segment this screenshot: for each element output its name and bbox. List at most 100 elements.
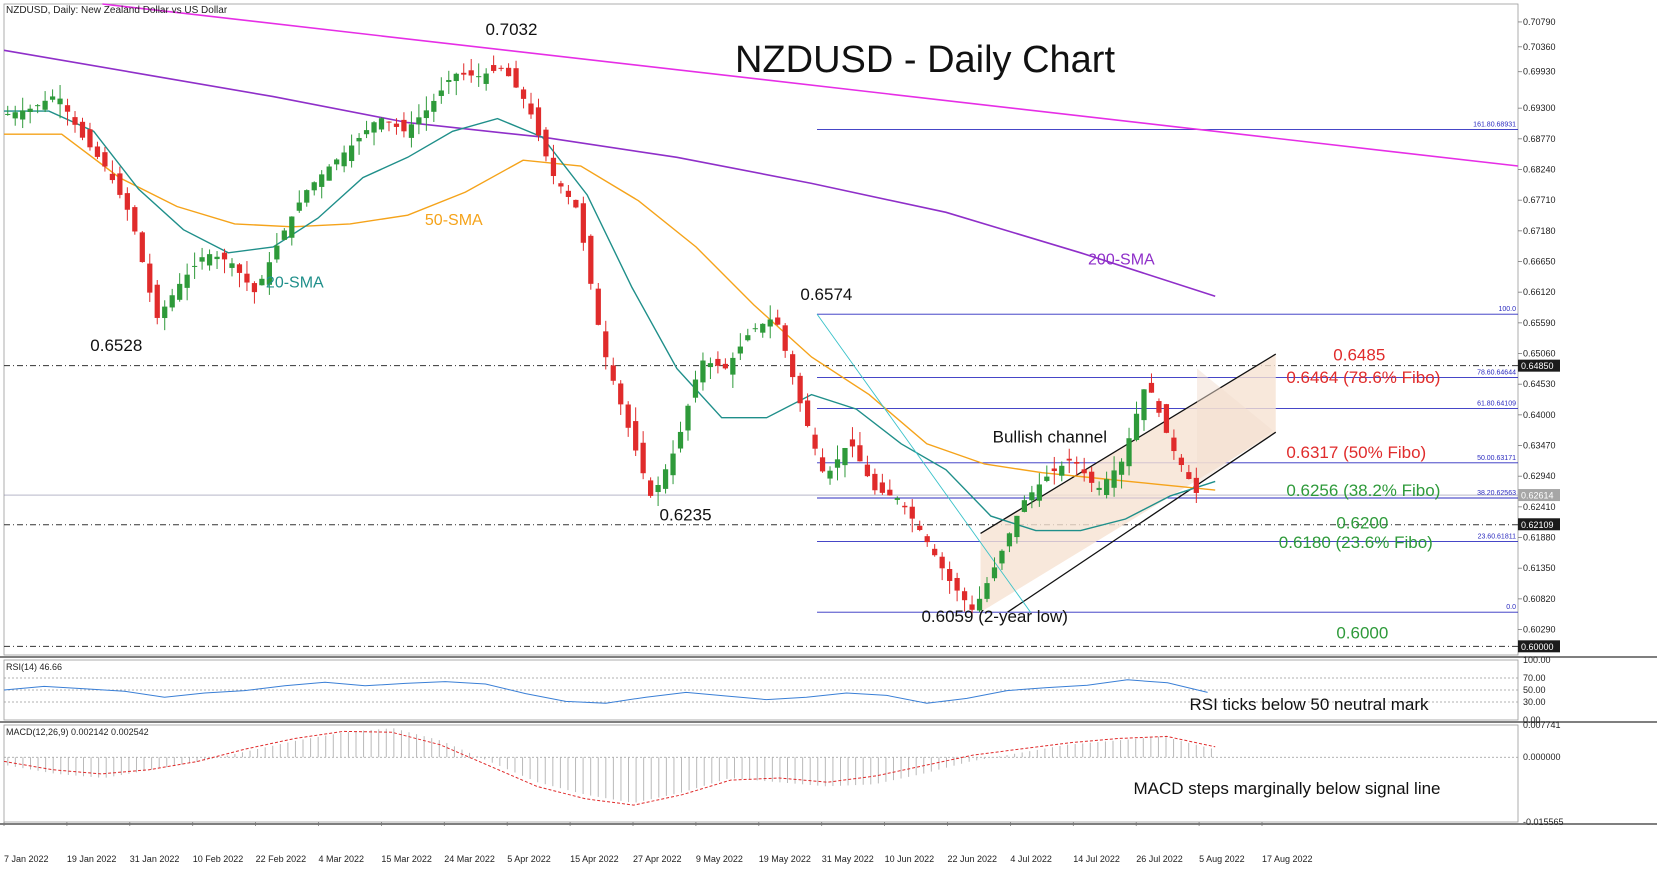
macd-tick-label: 0.000000 <box>1523 752 1561 762</box>
candle <box>685 403 691 441</box>
candle-body <box>603 331 609 358</box>
candle <box>969 595 975 617</box>
candle <box>947 561 953 594</box>
candle-body <box>386 121 392 123</box>
candle <box>147 253 153 302</box>
candle-body <box>147 263 153 293</box>
candle-body <box>326 166 332 181</box>
date-tick-label: 5 Apr 2022 <box>507 854 551 864</box>
candle <box>1171 429 1177 460</box>
candle-body <box>752 328 758 330</box>
macd-panel-frame <box>3 724 1519 823</box>
candle <box>259 274 265 286</box>
date-tick-label: 9 May 2022 <box>696 854 743 864</box>
fibo-level-label: 61.80.64109 <box>1477 401 1516 408</box>
candle-body <box>236 264 243 273</box>
candle <box>363 120 370 139</box>
candle-body <box>259 278 265 286</box>
candle <box>775 309 781 326</box>
candle <box>42 91 48 113</box>
date-tick-label: 24 Mar 2022 <box>444 854 495 864</box>
candle-body <box>879 482 885 493</box>
price-tick-label: 0.68240 <box>1523 164 1556 174</box>
candle-body <box>378 118 385 130</box>
candle <box>386 121 392 132</box>
candle <box>1186 464 1192 480</box>
candle-body <box>573 199 579 208</box>
candle <box>790 350 796 385</box>
candle-body <box>1074 462 1080 464</box>
candle-body <box>221 252 228 260</box>
candle <box>334 158 340 171</box>
candle-body <box>999 550 1005 564</box>
candle <box>879 473 885 495</box>
candle <box>1006 532 1013 553</box>
candle-body <box>296 202 302 211</box>
candle-body <box>677 431 684 449</box>
candle <box>558 180 564 194</box>
candle <box>378 117 385 133</box>
candle-body <box>139 232 145 263</box>
candle <box>124 187 130 221</box>
candle <box>401 112 407 138</box>
macd-signal-line <box>3 730 1216 806</box>
candle-body <box>543 129 549 157</box>
candle-body <box>1193 477 1199 493</box>
candle-body <box>804 400 811 426</box>
candle <box>1081 457 1087 482</box>
candle <box>371 121 377 146</box>
candle-body <box>872 473 878 491</box>
candle-body <box>109 173 116 181</box>
price-tick-label: 0.66120 <box>1523 287 1556 297</box>
candle <box>894 496 900 505</box>
candle-body <box>169 295 175 308</box>
candle-body <box>1133 413 1140 441</box>
candle-body <box>57 98 63 105</box>
candle <box>461 63 467 81</box>
candle <box>229 258 235 277</box>
candle <box>49 89 56 103</box>
candle <box>625 401 631 437</box>
candle <box>154 280 160 325</box>
candle-body <box>1006 533 1013 547</box>
candle-body <box>12 112 18 119</box>
candle <box>505 63 512 77</box>
candle-body <box>117 173 123 195</box>
price-tick-label: 0.67180 <box>1523 226 1556 236</box>
candle-body <box>700 360 706 383</box>
candle <box>543 127 549 162</box>
price-tick-label: 0.63470 <box>1523 441 1556 451</box>
candle-body <box>812 434 818 449</box>
candle <box>932 544 938 557</box>
candle-body <box>528 103 534 115</box>
candle <box>1051 456 1057 485</box>
rsi-tick-label: 70.00 <box>1523 673 1546 683</box>
candle-body <box>969 604 975 610</box>
candle <box>917 520 923 532</box>
rsi-tick-label: 50.00 <box>1523 685 1546 695</box>
candle-body <box>730 357 736 375</box>
candle-body <box>192 265 198 267</box>
candle-body <box>341 152 347 167</box>
price-tag-label: 0.62109 <box>1521 520 1554 530</box>
date-tick-label: 7 Jan 2022 <box>4 854 49 864</box>
fibo-level-label: 78.60.64644 <box>1477 370 1516 377</box>
candle-body <box>468 70 474 76</box>
candle-body <box>961 591 968 601</box>
candle-body <box>132 207 138 232</box>
candle <box>453 72 459 96</box>
date-tick-label: 10 Feb 2022 <box>193 854 244 864</box>
candle <box>580 196 586 251</box>
candle <box>296 190 302 213</box>
candle-body <box>1156 401 1162 413</box>
candle <box>139 231 145 263</box>
candle-body <box>737 346 743 354</box>
candle-body <box>618 383 624 405</box>
candle <box>326 164 332 181</box>
candle-body <box>423 110 429 119</box>
candle <box>573 199 579 209</box>
candle <box>730 352 736 388</box>
candle <box>984 577 990 603</box>
date-tick-label: 15 Apr 2022 <box>570 854 619 864</box>
